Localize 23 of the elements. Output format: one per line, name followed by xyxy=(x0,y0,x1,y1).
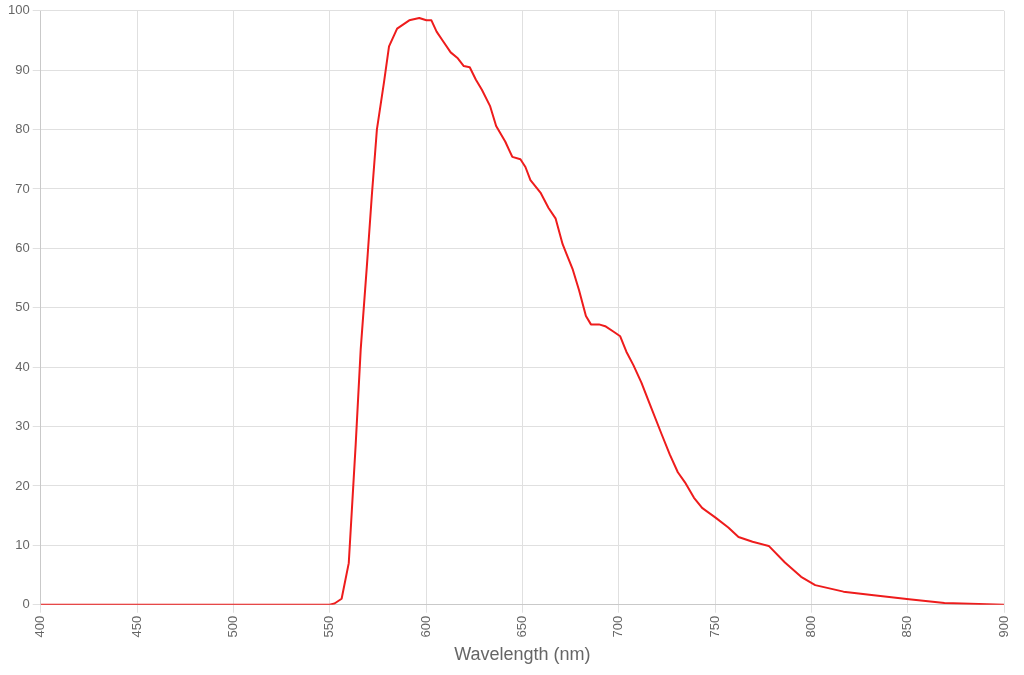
x-tick-label: 450 xyxy=(128,615,144,638)
y-tick-label: 50 xyxy=(15,299,30,315)
y-tick-label: 100 xyxy=(7,2,30,18)
x-tick-label: 700 xyxy=(610,615,626,638)
x-tick-label: 850 xyxy=(899,615,915,638)
x-tick-label: 800 xyxy=(802,615,818,638)
y-tick-label: 30 xyxy=(15,418,30,434)
y-tick-label: 60 xyxy=(15,239,30,255)
x-tick-label: 550 xyxy=(321,615,337,638)
y-tick-label: 80 xyxy=(15,121,30,137)
y-tick-label: 20 xyxy=(15,477,30,493)
y-tick-label: 70 xyxy=(15,180,30,196)
y-tick-label: 0 xyxy=(22,596,30,612)
x-tick-label: 750 xyxy=(706,615,722,638)
y-tick-label: 40 xyxy=(15,358,30,374)
x-tick-label: 400 xyxy=(32,615,48,638)
x-tick-label: 500 xyxy=(224,615,240,638)
x-tick-label: 900 xyxy=(995,615,1011,638)
y-tick-label: 10 xyxy=(15,536,30,552)
x-tick-label: 650 xyxy=(513,615,529,638)
x-axis-title: Wavelength (nm) xyxy=(454,644,591,665)
y-tick-label: 90 xyxy=(15,61,30,77)
x-tick-label: 600 xyxy=(417,615,433,638)
